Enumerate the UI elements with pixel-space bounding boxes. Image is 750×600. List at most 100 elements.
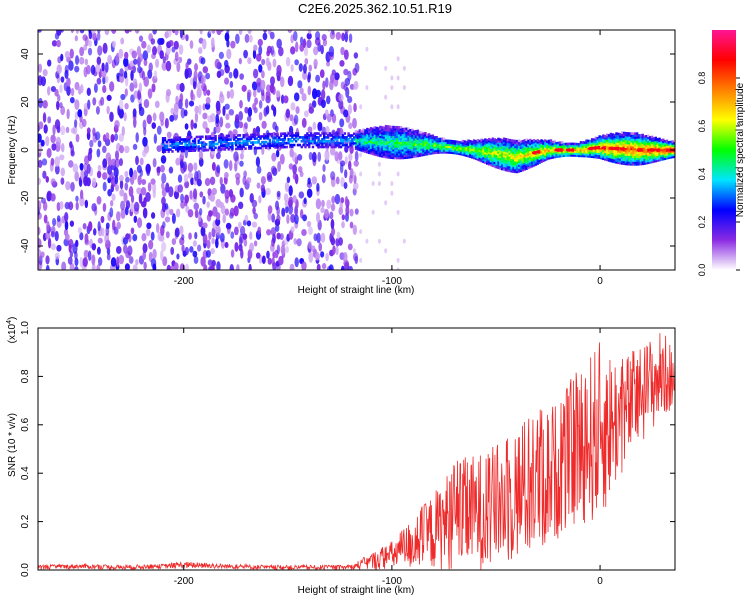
spectrogram-signal-cell bbox=[386, 125, 390, 128]
spectrogram-signal-cell bbox=[510, 160, 513, 163]
spectrogram-signal-cell bbox=[639, 145, 643, 149]
spectrogram-signal-cell bbox=[602, 136, 605, 139]
spectrogram-noise-cell bbox=[251, 221, 258, 228]
spectrogram-signal-cell bbox=[279, 138, 283, 141]
spectrogram-signal-cell bbox=[197, 135, 200, 139]
spectrogram-signal-cell bbox=[381, 153, 384, 156]
spectrogram-noise-cell bbox=[261, 145, 265, 155]
spectrogram-noise-cell bbox=[252, 68, 259, 79]
spectrogram-signal-cell bbox=[600, 137, 603, 141]
spectrogram-signal-cell bbox=[401, 156, 405, 160]
spectrogram-signal-cell bbox=[472, 148, 476, 152]
spectrogram-signal-cell bbox=[624, 153, 628, 156]
spectrogram-signal-cell bbox=[283, 132, 287, 135]
spectrogram-noise-cell bbox=[143, 58, 148, 67]
spectrogram-signal-cell bbox=[667, 152, 671, 156]
spectrogram-signal-cell bbox=[435, 143, 438, 147]
spectrogram-signal-cell bbox=[641, 152, 644, 156]
spectrogram-signal-cell bbox=[287, 141, 290, 145]
spectrogram-signal-cell bbox=[536, 144, 540, 148]
spectrogram-noise-cell bbox=[146, 222, 152, 230]
spectrogram-signal-cell bbox=[639, 158, 643, 162]
spectrogram-signal-cell bbox=[253, 146, 257, 150]
spectrogram-noise-cell bbox=[215, 100, 221, 112]
spectrogram-signal-cell bbox=[193, 141, 197, 145]
spectrogram-signal-cell bbox=[521, 166, 525, 170]
spectrogram-signal-cell bbox=[409, 153, 412, 157]
spectrogram-signal-cell bbox=[472, 147, 476, 150]
spectrogram-noise-cell bbox=[396, 257, 400, 263]
spectrogram-signal-cell bbox=[622, 154, 626, 158]
spectrogram-signal-cell bbox=[379, 125, 382, 129]
spectrogram-signal-cell bbox=[283, 145, 287, 149]
spectrogram-signal-cell bbox=[538, 142, 541, 145]
spectrogram-signal-cell bbox=[622, 156, 626, 160]
spectrogram-noise-cell bbox=[96, 77, 102, 85]
spectrogram-signal-cell bbox=[173, 136, 176, 140]
spectrogram-noise-cell bbox=[84, 199, 89, 209]
spectrogram-signal-cell bbox=[354, 130, 358, 133]
spectrogram-signal-cell bbox=[313, 136, 317, 139]
spectrogram-signal-cell bbox=[564, 146, 568, 150]
spectrogram-signal-cell bbox=[510, 169, 513, 173]
spectrogram-signal-cell bbox=[231, 145, 234, 149]
spectrogram-signal-cell bbox=[501, 142, 504, 146]
spectrogram-signal-cell bbox=[405, 148, 408, 152]
spectrogram-signal-cell bbox=[257, 133, 260, 136]
spectrogram-signal-cell bbox=[246, 133, 249, 137]
spectrogram-signal-cell bbox=[493, 163, 496, 166]
spectrogram-signal-cell bbox=[654, 155, 658, 159]
spectrogram-signal-cell bbox=[665, 145, 669, 148]
spectrogram-noise-cell bbox=[105, 62, 109, 73]
spectrogram-signal-cell bbox=[411, 149, 414, 153]
spectrogram-noise-cell bbox=[353, 52, 359, 59]
spectrogram-signal-cell bbox=[210, 142, 214, 146]
x-tick-label: 0 bbox=[597, 276, 603, 287]
spectrogram-signal-cell bbox=[489, 157, 493, 161]
spectrogram-signal-cell bbox=[341, 138, 345, 141]
spectrogram-signal-cell bbox=[238, 143, 242, 147]
spectrogram-signal-cell bbox=[615, 157, 618, 160]
spectrogram-signal-cell bbox=[401, 137, 405, 141]
spectrogram-signal-cell bbox=[624, 139, 628, 143]
spectrogram-signal-cell bbox=[338, 141, 341, 145]
spectrogram-signal-cell bbox=[420, 150, 423, 153]
spectrogram-signal-cell bbox=[484, 147, 487, 151]
spectrogram-noise-cell bbox=[161, 196, 166, 206]
spectrogram-signal-cell bbox=[489, 154, 493, 157]
spectrogram-noise-cell bbox=[218, 201, 224, 209]
spectrogram-noise-cell bbox=[288, 196, 294, 206]
spectrogram-signal-cell bbox=[482, 150, 485, 154]
spectrogram-signal-cell bbox=[632, 161, 635, 164]
spectrogram-signal-cell bbox=[291, 132, 294, 135]
spectrogram-noise-cell bbox=[390, 104, 394, 110]
spectrogram-signal-cell bbox=[409, 136, 412, 140]
spectrogram-signal-cell bbox=[510, 168, 513, 171]
spectrogram-noise-cell bbox=[247, 57, 252, 65]
spectrogram-noise-cell bbox=[174, 30, 179, 36]
spectrogram-signal-cell bbox=[360, 141, 363, 145]
spectrogram-signal-cell bbox=[219, 138, 223, 142]
spectrogram-signal-cell bbox=[456, 152, 459, 155]
spectrogram-signal-cell bbox=[394, 139, 397, 142]
spectrogram-noise-cell bbox=[102, 202, 107, 212]
spectrogram-noise-cell bbox=[256, 77, 262, 87]
spectrogram-signal-cell bbox=[420, 142, 423, 145]
spectrogram-signal-cell bbox=[306, 136, 309, 139]
spectrogram-signal-cell bbox=[294, 132, 298, 135]
spectrogram-noise-cell bbox=[210, 248, 215, 255]
spectrogram-noise-cell bbox=[111, 193, 116, 201]
spectrogram-signal-cell bbox=[416, 145, 420, 148]
spectrogram-signal-cell bbox=[384, 153, 388, 157]
spectrogram-signal-cell bbox=[465, 148, 468, 152]
spectrogram-signal-cell bbox=[418, 150, 421, 154]
spectrogram-signal-cell bbox=[480, 148, 483, 151]
spectrogram-signal-cell bbox=[611, 144, 614, 148]
spectrogram-noise-cell bbox=[52, 124, 56, 136]
spectrogram-noise-cell bbox=[175, 157, 181, 166]
spectrogram-signal-cell bbox=[506, 140, 510, 143]
spectrogram-signal-cell bbox=[399, 135, 403, 139]
spectrogram-signal-cell bbox=[598, 142, 601, 146]
spectrogram-signal-cell bbox=[617, 142, 620, 145]
spectrogram-signal-cell bbox=[547, 139, 551, 143]
